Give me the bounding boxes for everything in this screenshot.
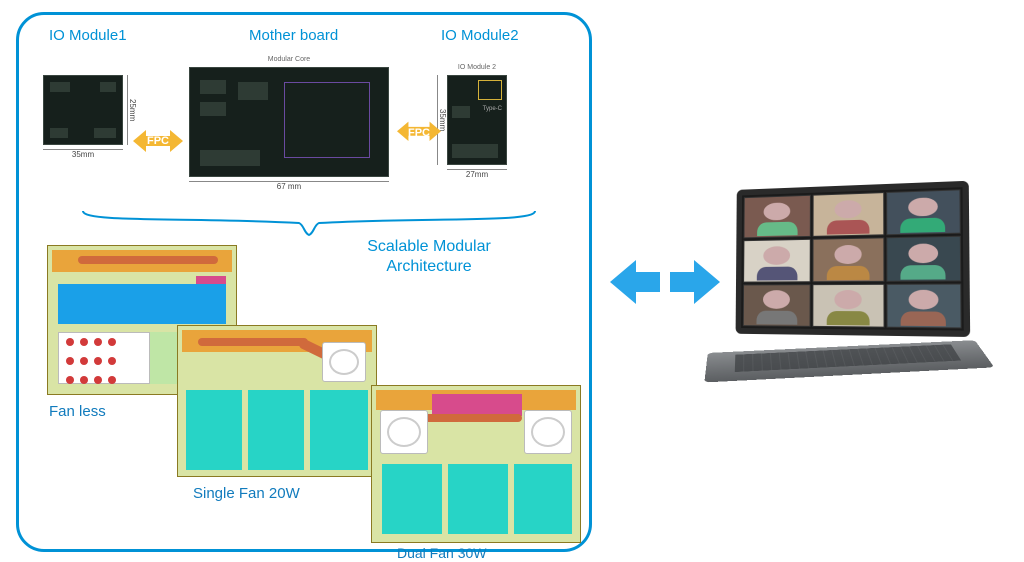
laptop-screen [736, 181, 971, 337]
laptop-keyboard [704, 340, 994, 382]
motherboard-pcb: Modular Core [189, 67, 389, 177]
fpc-arrow-2: FPC [397, 119, 441, 147]
architecture-panel: IO Module1 Mother board IO Module2 35mm … [16, 12, 592, 552]
io1-width-dim: 35mm [43, 149, 123, 159]
arch-label-line1: Scalable Modular [367, 238, 491, 255]
io1-label: IO Module1 [49, 27, 127, 44]
bidirectional-arrows [610, 254, 720, 310]
fpc-text-2: FPC [408, 127, 430, 139]
motherboard-label: Mother board [249, 27, 338, 44]
chassis-dual-fan [371, 385, 581, 543]
arch-label-line2: Architecture [386, 258, 471, 275]
io2-label: IO Module2 [441, 27, 519, 44]
module-row: IO Module1 Mother board IO Module2 35mm … [19, 27, 589, 217]
chassis-single-fan-label: Single Fan 20W [193, 485, 300, 502]
io2-width-dim: 27mm [447, 169, 507, 179]
io-module-1-pcb [43, 75, 123, 145]
motherboard-sublabel: Modular Core [190, 56, 388, 63]
curly-brace [79, 207, 539, 237]
laptop-illustration [708, 185, 988, 395]
mb-width-dim: 67 mm [189, 181, 389, 191]
architecture-label: Scalable Modular Architecture [329, 237, 529, 277]
fpc-text-1: FPC [147, 135, 169, 147]
io2-highlight-box [478, 80, 502, 100]
chassis-fanless-label: Fan less [49, 403, 106, 420]
chassis-single-fan [177, 325, 377, 477]
chassis-dual-fan-label: Dual Fan 30W [397, 545, 486, 561]
io2-sublabel: IO Module 2 [448, 64, 506, 71]
io2-port-label: Type-C [483, 106, 502, 112]
io-module-2-pcb: IO Module 2 Type-C [447, 75, 507, 165]
fpc-arrow-1: FPC [133, 127, 183, 155]
